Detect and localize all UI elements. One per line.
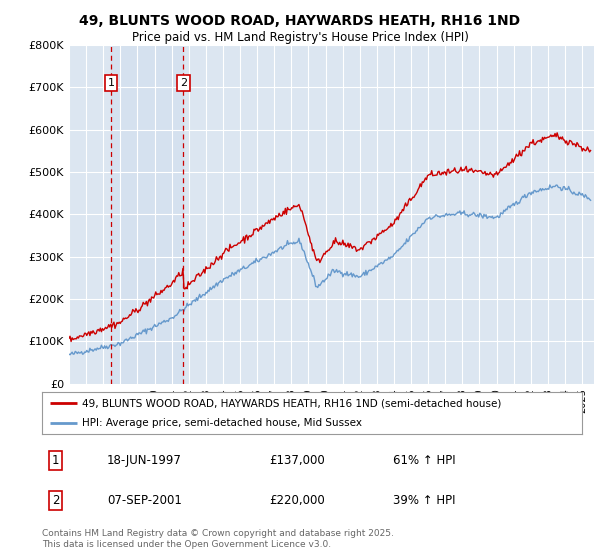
Text: 1: 1: [52, 454, 59, 467]
Text: 49, BLUNTS WOOD ROAD, HAYWARDS HEATH, RH16 1ND: 49, BLUNTS WOOD ROAD, HAYWARDS HEATH, RH…: [79, 14, 521, 28]
Text: 07-SEP-2001: 07-SEP-2001: [107, 494, 182, 507]
Text: 2: 2: [179, 78, 187, 88]
Bar: [111, 45, 183, 384]
Text: 1: 1: [107, 78, 115, 88]
Text: 18-JUN-1997: 18-JUN-1997: [107, 454, 182, 467]
Text: HPI: Average price, semi-detached house, Mid Sussex: HPI: Average price, semi-detached house,…: [83, 418, 362, 428]
Text: 61% ↑ HPI: 61% ↑ HPI: [393, 454, 455, 467]
Text: 2: 2: [52, 494, 59, 507]
Text: 39% ↑ HPI: 39% ↑ HPI: [393, 494, 455, 507]
Text: Contains HM Land Registry data © Crown copyright and database right 2025.
This d: Contains HM Land Registry data © Crown c…: [42, 529, 394, 549]
Text: Price paid vs. HM Land Registry's House Price Index (HPI): Price paid vs. HM Land Registry's House …: [131, 31, 469, 44]
Text: 49, BLUNTS WOOD ROAD, HAYWARDS HEATH, RH16 1ND (semi-detached house): 49, BLUNTS WOOD ROAD, HAYWARDS HEATH, RH…: [83, 398, 502, 408]
Text: £137,000: £137,000: [269, 454, 325, 467]
Text: £220,000: £220,000: [269, 494, 325, 507]
